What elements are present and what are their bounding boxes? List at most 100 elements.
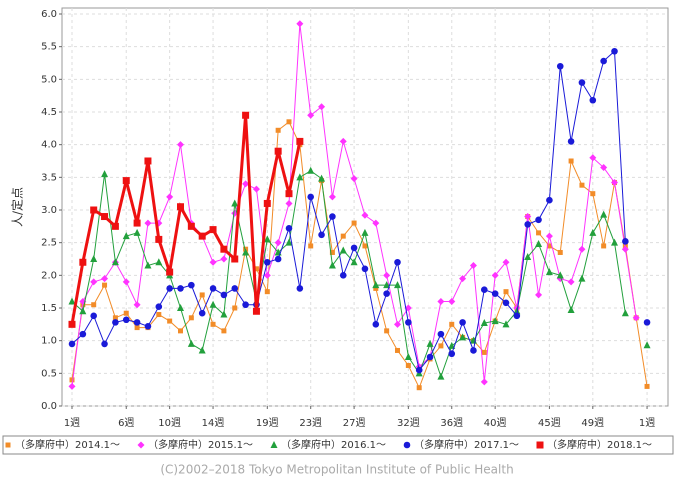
data-point [90,278,98,286]
data-point [567,305,575,313]
data-point [242,248,250,256]
data-point [122,232,130,240]
legend-label: （多摩府中）2014.1～ [15,438,120,451]
data-point [405,319,412,326]
data-point [242,111,250,119]
data-point [209,258,217,266]
data-point [198,309,206,317]
y-tick-label: 5.5 [41,42,57,53]
data-point [481,286,488,294]
data-point [307,111,315,119]
data-point [178,328,183,334]
data-point [144,219,152,227]
data-point [188,281,195,289]
data-point [79,307,87,315]
data-point [556,62,564,70]
data-point [351,220,357,226]
data-point [91,302,97,308]
series-line [71,170,626,379]
data-point [513,312,521,320]
data-point [481,349,487,355]
data-point [448,341,456,349]
data-point [503,289,509,295]
data-point [275,127,281,133]
data-point [296,137,304,145]
data-point [502,299,510,307]
data-point [101,275,109,283]
data-point [373,285,379,291]
data-point [459,275,467,283]
data-point [621,245,629,253]
x-tick-label: 45週 [538,417,561,429]
data-point [274,239,282,247]
data-point [437,372,445,380]
data-point [621,309,629,317]
legend-marker [137,441,145,449]
data-point [133,319,141,326]
data-point [329,213,336,220]
x-tick-label: 1週 [64,417,80,429]
data-point [556,271,564,279]
data-point [328,193,336,201]
data-point [231,199,239,207]
y-tick-label: 1.0 [41,336,57,347]
data-point [232,305,238,311]
data-point [79,258,87,266]
data-point [502,258,510,266]
data-point [144,322,152,330]
data-point [611,47,618,55]
data-point [524,221,531,228]
data-point [177,304,184,311]
legend-marker [5,442,11,448]
data-point [329,249,335,255]
data-point [643,341,651,349]
data-point [470,347,477,354]
data-point [285,238,293,246]
data-point [68,297,76,305]
data-point [90,206,98,214]
data-point [622,238,629,245]
data-point [361,211,369,219]
legend-marker [536,441,544,449]
data-point [122,316,130,324]
data-point [449,321,455,327]
data-point [340,233,346,239]
data-point [68,382,76,390]
footer: (C)2002–2018 Tokyo Metropolitan Institut… [160,463,513,477]
data-point [177,285,184,292]
data-point [112,319,119,326]
data-point [112,315,118,321]
legend-label: （多摩府中）2017.1～ [414,438,519,451]
data-point [79,330,87,338]
y-tick-label: 4.5 [41,107,57,118]
data-point [459,333,467,341]
legend-label: （多摩府中）2018.1～ [547,438,652,451]
data-point [187,339,195,347]
data-point [220,291,228,299]
data-point [210,321,216,327]
legend-marker [403,441,411,449]
data-point [491,290,499,297]
data-point [350,244,358,252]
legend-marker [270,441,278,448]
data-point [459,319,466,326]
data-point [339,272,347,279]
data-point [308,243,314,249]
data-point [177,141,184,149]
data-point [123,310,129,316]
data-point [589,96,597,104]
data-point [361,265,369,273]
data-point [405,362,411,368]
data-point [535,239,543,247]
data-point [242,301,249,309]
x-tick-label: 23週 [299,417,322,429]
data-point [601,243,607,249]
data-point [350,175,358,183]
data-point [567,138,575,145]
data-point [68,340,76,348]
x-tick-label: 49週 [581,417,604,429]
data-point [242,180,250,188]
data-point [263,235,271,243]
data-point [502,320,510,328]
data-point [155,235,163,243]
